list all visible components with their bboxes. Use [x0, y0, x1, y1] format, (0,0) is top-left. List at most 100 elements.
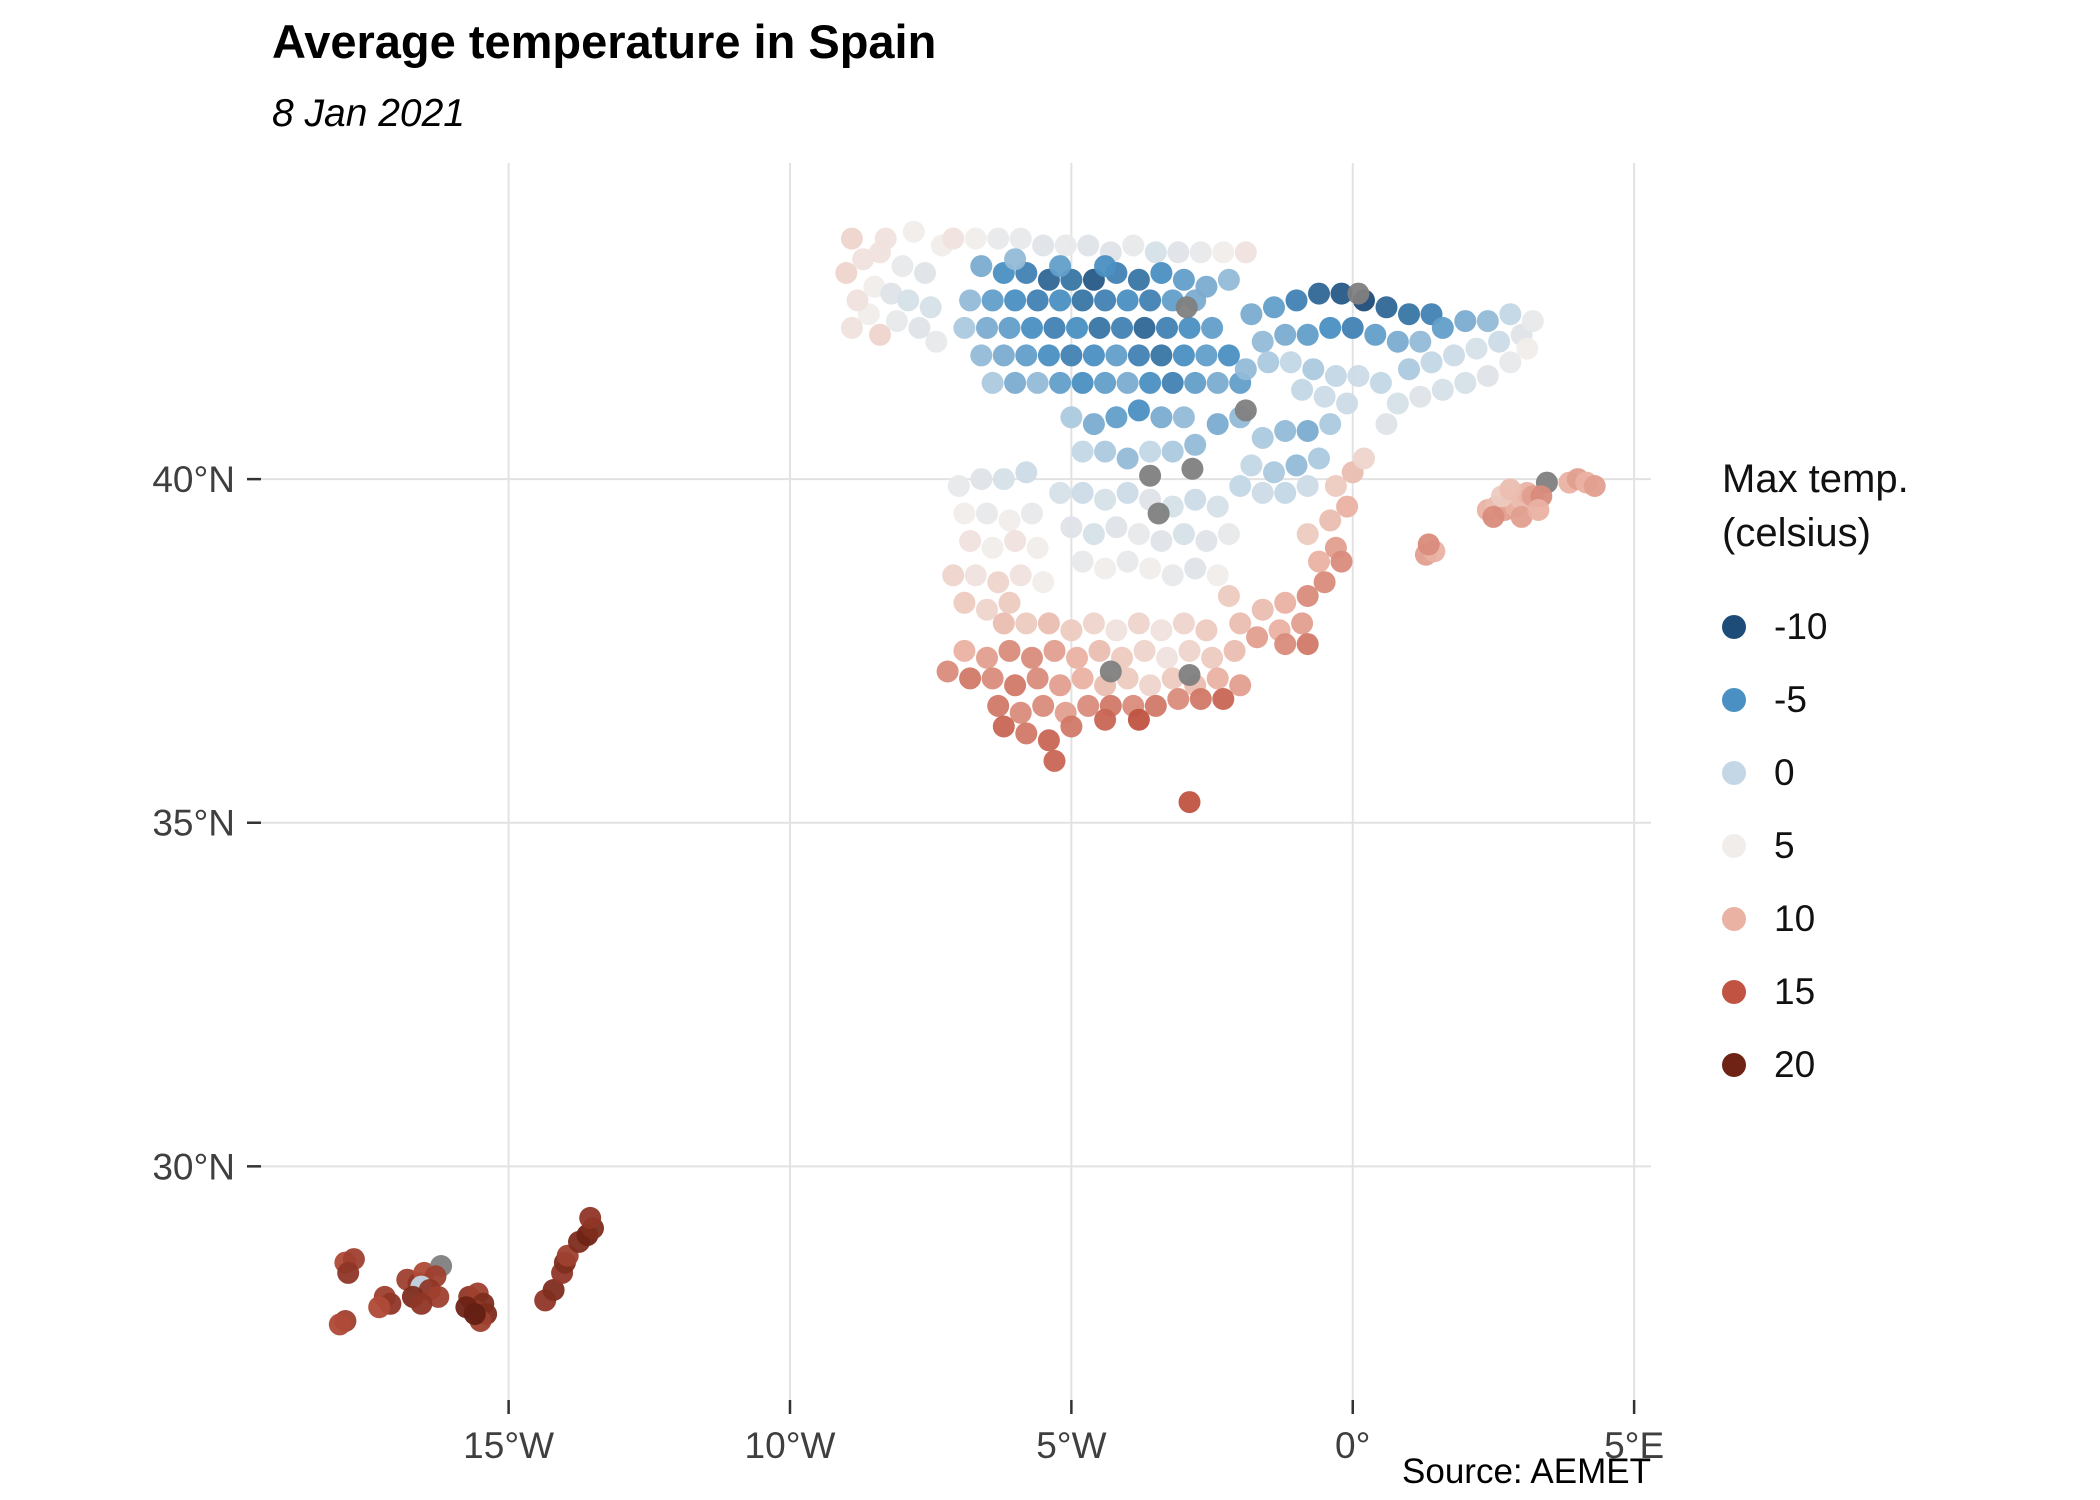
legend-swatch [1722, 687, 1746, 712]
data-point [1330, 550, 1353, 573]
data-point [1172, 523, 1195, 546]
data-point [1099, 660, 1122, 683]
data-point [1341, 316, 1364, 339]
data-point [919, 296, 942, 319]
data-point [1206, 667, 1229, 690]
legend-items: -10 -5 0 5 10 15 20 [1722, 590, 1909, 1101]
data-point [1116, 447, 1139, 470]
data-point [1094, 289, 1117, 312]
data-point [1043, 749, 1066, 772]
data-point [1465, 337, 1488, 360]
data-point [1296, 323, 1319, 346]
legend-title: Max temp. (celsius) [1722, 452, 1909, 560]
data-point [1127, 344, 1150, 367]
data-point [1178, 791, 1201, 814]
data-point [1147, 502, 1170, 525]
data-point [1201, 316, 1224, 339]
data-point [1324, 365, 1347, 387]
data-point [953, 502, 976, 525]
legend-item: 5 [1722, 809, 1909, 882]
data-point [1021, 502, 1043, 525]
data-point [1133, 639, 1156, 662]
data-point [880, 282, 903, 305]
data-point [1375, 296, 1398, 319]
data-point [874, 227, 897, 250]
data-point [1189, 688, 1212, 710]
legend-label: 0 [1774, 751, 1795, 793]
data-point [1015, 722, 1038, 745]
data-point [852, 248, 875, 271]
data-point [1409, 330, 1432, 353]
data-point [1026, 667, 1049, 690]
data-point [1088, 316, 1111, 339]
data-point [1127, 708, 1150, 731]
data-point [1257, 351, 1280, 374]
data-point [1116, 481, 1139, 504]
data-point [953, 639, 976, 662]
data-point [1296, 420, 1319, 442]
data-point [897, 289, 920, 312]
data-point [1516, 337, 1539, 360]
data-point [908, 316, 931, 339]
data-point [1217, 268, 1240, 291]
data-point [1263, 461, 1285, 484]
legend-label: 15 [1774, 970, 1816, 1012]
y-axis-tick-label: 35°N [152, 803, 235, 844]
data-point [1488, 330, 1511, 353]
data-point [337, 1261, 360, 1284]
legend-label: -10 [1774, 605, 1828, 647]
data-point [1313, 385, 1336, 408]
data-point [1296, 585, 1319, 607]
data-point [1116, 667, 1139, 690]
data-point [1454, 310, 1477, 333]
data-point [1004, 289, 1027, 312]
data-point [1510, 505, 1533, 528]
data-point [869, 323, 891, 346]
data-point [1296, 523, 1319, 546]
data-point [1009, 701, 1032, 724]
data-point [1060, 516, 1083, 539]
data-point [1094, 440, 1117, 463]
data-point [987, 227, 1010, 250]
data-point [981, 536, 1004, 559]
data-point [1021, 316, 1043, 339]
data-point [1353, 447, 1375, 470]
data-point [1127, 399, 1150, 422]
legend-swatch [1722, 760, 1746, 785]
data-point [981, 289, 1004, 312]
data-point [1184, 433, 1207, 456]
data-point [992, 612, 1015, 635]
data-point [1066, 646, 1088, 669]
data-point [1330, 282, 1353, 305]
data-point [1583, 475, 1606, 497]
data-point [1499, 351, 1522, 374]
data-point [885, 310, 908, 333]
data-point [1049, 371, 1072, 394]
data-point [1032, 571, 1055, 594]
data-point [1364, 323, 1387, 346]
data-point [1116, 550, 1139, 573]
data-point [1417, 533, 1440, 556]
data-point [1144, 694, 1167, 717]
data-point [992, 715, 1015, 738]
data-point [1015, 461, 1038, 484]
data-point [976, 646, 998, 669]
data-point [1139, 464, 1162, 487]
data-point [1150, 344, 1173, 367]
data-point [1336, 495, 1359, 518]
data-point [1181, 457, 1204, 480]
data-point [1021, 646, 1043, 669]
data-point [427, 1285, 450, 1308]
data-point [1105, 344, 1128, 367]
data-point [970, 344, 993, 367]
data-point [1139, 289, 1162, 312]
data-point [1431, 316, 1454, 339]
data-point [1274, 420, 1297, 442]
data-point [998, 316, 1021, 339]
data-point [1499, 303, 1522, 326]
data-point [1251, 481, 1274, 504]
data-point [1094, 488, 1117, 511]
data-point [998, 509, 1021, 532]
data-point [1082, 344, 1105, 367]
data-point [1291, 612, 1314, 635]
